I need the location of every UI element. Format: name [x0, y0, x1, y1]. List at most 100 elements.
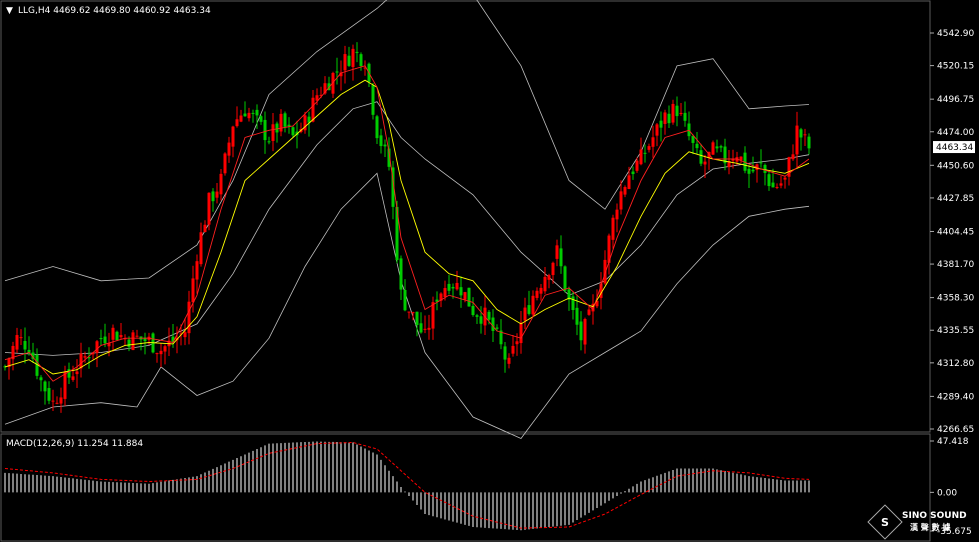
- candle-body: [607, 235, 611, 263]
- candle-body: [555, 245, 559, 259]
- candle-body: [471, 305, 475, 316]
- candle-body: [27, 349, 31, 353]
- candle-body: [115, 331, 119, 341]
- macd-tick-label: 47.418: [937, 437, 969, 447]
- candle-body: [435, 299, 439, 302]
- candle-body: [475, 315, 479, 317]
- candle-body: [731, 159, 735, 161]
- logo-sub: 漢 聲 數 據: [910, 522, 951, 532]
- candle-body: [155, 353, 159, 355]
- price-tick-label: 4542.90: [937, 29, 974, 39]
- candle-body: [623, 187, 627, 195]
- candle-body: [383, 144, 387, 147]
- candle-body: [103, 336, 107, 344]
- candle-body: [747, 168, 751, 174]
- candle-body: [443, 288, 447, 298]
- candle-body: [191, 278, 195, 303]
- candle-body: [99, 338, 103, 340]
- candle-body: [379, 135, 383, 147]
- candle-body: [759, 162, 763, 164]
- candle-body: [187, 301, 191, 334]
- price-panel-frame: [0, 0, 931, 433]
- candle-body: [491, 317, 495, 331]
- candle-body: [243, 113, 247, 117]
- candle-body: [171, 336, 175, 342]
- candle-body: [651, 137, 655, 147]
- candle-body: [91, 352, 95, 355]
- candle-body: [791, 154, 795, 160]
- price-tick-label: 4335.55: [937, 326, 974, 336]
- candle-body: [371, 85, 375, 115]
- candle-body: [11, 345, 15, 360]
- candle-body: [563, 266, 567, 291]
- candle-body: [547, 275, 551, 280]
- candle-body: [219, 173, 223, 195]
- candle-body: [535, 290, 539, 298]
- candle-body: [455, 282, 459, 290]
- candle-body: [347, 55, 351, 66]
- candle-body: [159, 350, 163, 355]
- candle-body: [15, 335, 19, 350]
- candle-body: [639, 149, 643, 165]
- candle-body: [523, 307, 527, 321]
- candle-body: [695, 143, 699, 149]
- candle-body: [539, 287, 543, 294]
- candle-body: [727, 161, 731, 168]
- price-tick-label: 4289.40: [937, 392, 974, 402]
- candle-body: [283, 113, 287, 127]
- candle-body: [807, 136, 811, 149]
- candle-body: [711, 142, 715, 155]
- current-price-label: 4463.34: [936, 143, 973, 153]
- moving-averages: [4, 65, 810, 382]
- candle-body: [211, 191, 215, 202]
- candle-body: [643, 152, 647, 154]
- candle-body: [427, 327, 431, 330]
- candle-body: [231, 126, 235, 147]
- candle-body: [87, 357, 91, 359]
- candle-body: [323, 83, 327, 94]
- candle-body: [595, 300, 599, 307]
- logo-mark-icon: S: [881, 516, 889, 529]
- candle-body: [235, 119, 239, 127]
- candle-body: [107, 342, 111, 347]
- candle-body: [339, 72, 343, 77]
- candle-body: [59, 397, 63, 404]
- candle-body: [239, 115, 243, 122]
- candle-body: [23, 340, 27, 350]
- candle-body: [135, 335, 139, 337]
- candle-body: [667, 113, 671, 124]
- candle-body: [715, 146, 719, 149]
- candle-body: [279, 113, 283, 132]
- candle-body: [527, 305, 531, 314]
- macd-tick-label: 0.00: [937, 488, 957, 498]
- candle-body: [183, 332, 187, 338]
- candle-body: [331, 72, 335, 94]
- macd-axis: 47.418 0.00 -35.675: [930, 437, 972, 537]
- price-tick-label: 4266.65: [937, 425, 974, 435]
- candle-body: [627, 175, 631, 190]
- price-tick-label: 4450.60: [937, 161, 974, 171]
- candle-body: [51, 400, 55, 402]
- candle-body: [511, 345, 515, 354]
- candle-body: [415, 311, 419, 325]
- price-tick-label: 4427.85: [937, 194, 974, 204]
- candle-body: [63, 372, 67, 399]
- candle-body: [719, 146, 723, 148]
- candle-body: [703, 161, 707, 165]
- candle-body: [631, 171, 635, 175]
- candle-body: [419, 323, 423, 333]
- candle-body: [439, 293, 443, 301]
- candle-body: [463, 292, 467, 300]
- candle-body: [95, 341, 99, 353]
- sino-sound-logo: S SINO SOUND 漢 聲 數 據: [867, 504, 967, 540]
- candle-body: [67, 369, 71, 378]
- candle-body: [519, 322, 523, 344]
- price-tick-label: 4496.75: [937, 95, 974, 105]
- candle-body: [499, 330, 503, 345]
- price-tick-label: 4474.00: [937, 128, 974, 138]
- macd-label: MACD(12,26,9) 11.254 11.884: [6, 439, 143, 449]
- candle-body: [803, 134, 807, 136]
- candle-body: [795, 125, 799, 155]
- symbol-dropdown-icon[interactable]: ▼: [6, 6, 13, 16]
- price-tick-label: 4520.15: [937, 62, 974, 72]
